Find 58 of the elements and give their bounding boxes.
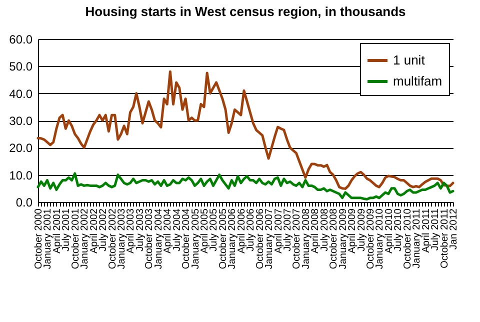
y-tick-label: 20.0	[9, 141, 33, 156]
x-tick-label: January 2011	[412, 208, 423, 268]
x-tick-label: January 2007	[264, 208, 276, 270]
line-series	[36, 70, 454, 190]
x-tick-label: April 2001	[52, 208, 63, 254]
x-tick-label: January 2008	[300, 208, 312, 270]
x-tick-label: January 2003	[116, 208, 128, 270]
y-tick-label: 10.0	[9, 168, 33, 182]
x-tick-label: January 2009	[338, 208, 349, 270]
x-tick-label: April 2009	[347, 208, 358, 254]
x-tick-label: April 2006	[236, 208, 248, 254]
x-tick-label: April 2003	[126, 208, 137, 254]
x-tick-label: October 2006	[254, 208, 266, 270]
x-tick-label: October 2009	[366, 208, 376, 270]
x-tick-label: October 2011	[439, 208, 450, 268]
x-tick-label: January 2004	[153, 208, 164, 270]
x-tick-label: January 2001	[42, 208, 54, 270]
x-tick-label: October 2003	[144, 208, 156, 270]
x-tick-label: July 2006	[246, 208, 257, 252]
chart-title: Housing starts in West census region, in thousands	[85, 4, 406, 19]
x-tick-label: April 2008	[310, 208, 322, 254]
x-tick-label: April 2004	[162, 208, 174, 254]
y-tick-label: 40.0	[9, 86, 33, 101]
x-tick-label: July 2007	[282, 208, 294, 252]
x-tick-label: January 2010	[374, 208, 386, 270]
x-tick-label: Jan 2012	[448, 208, 460, 250]
x-tick-label: April 2007	[273, 208, 284, 254]
y-tick-label: 50.0	[9, 60, 33, 74]
y-tick-label: 60.0	[9, 32, 33, 46]
x-tick-label: July 2001	[61, 208, 72, 252]
x-tick-label: October 2008	[328, 208, 340, 270]
x-tick-label: October 2004	[181, 208, 192, 270]
x-tick-label: July 2008	[319, 208, 330, 252]
x-tick-label: April 2005	[200, 208, 210, 254]
legend-label: multifam	[393, 74, 442, 88]
legend-label: 1 unit	[393, 52, 426, 68]
x-tick-label: July 2003	[134, 208, 146, 252]
y-tick-label: 30.0	[9, 114, 33, 128]
x-tick-label: October 2001	[70, 208, 82, 270]
x-tick-label: October 2002	[107, 208, 118, 270]
line-series	[36, 172, 454, 201]
x-tick-label: October 2000	[34, 208, 44, 270]
x-tick-label: April 2010	[384, 208, 395, 254]
x-tick-label: July 2010	[393, 208, 404, 252]
x-tick-label: July 2009	[356, 208, 368, 252]
x-tick-label: July 2004	[172, 208, 183, 252]
x-tick-label: July 2005	[208, 208, 220, 252]
x-tick-label: July 2002	[98, 208, 110, 252]
x-tick-label: October 2005	[218, 208, 229, 270]
x-tick-label: April 2011	[420, 208, 432, 253]
x-tick-label: April 2002	[88, 208, 100, 254]
x-tick-label: July 2011	[430, 208, 442, 251]
x-tick-label: October 2010	[402, 208, 414, 270]
x-tick-label: January 2006	[227, 208, 238, 270]
x-tick-label: January 2002	[80, 208, 91, 270]
x-tick-label: October 2007	[292, 208, 303, 270]
y-tick-label: 0.0	[16, 196, 33, 210]
x-tick-label: January 2005	[190, 208, 202, 270]
